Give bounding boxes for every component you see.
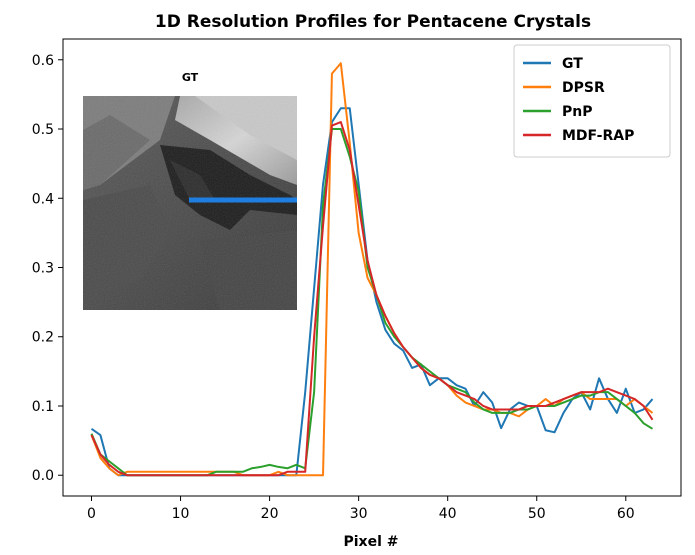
y-tick-label: 0.3 bbox=[32, 261, 54, 277]
x-axis-label: Pixel # bbox=[344, 534, 399, 550]
y-tick-label: 0.1 bbox=[32, 399, 54, 415]
x-tick-label: 30 bbox=[350, 506, 368, 522]
x-tick-label: 20 bbox=[261, 506, 279, 522]
legend-label: MDF-RAP bbox=[562, 128, 634, 144]
plot-frame bbox=[62, 38, 682, 497]
legend-label: DPSR bbox=[562, 80, 605, 96]
y-tick-label: 0.2 bbox=[32, 330, 54, 346]
y-tick-label: 0.5 bbox=[32, 122, 54, 138]
inset-micrograph bbox=[83, 96, 297, 310]
series-line-dpsr bbox=[90, 62, 654, 477]
x-tick-label: 0 bbox=[87, 506, 96, 522]
chart-title: 1D Resolution Profiles for Pentacene Cry… bbox=[155, 12, 591, 32]
axes-layer: 0 10 20 30 40 50 60 0.0 0.1 0.2 0.3 0.4 0.5 0.6 bbox=[32, 53, 635, 522]
legend-label: PnP bbox=[562, 104, 593, 120]
y-tick-label: 0.4 bbox=[32, 191, 54, 207]
inset-image: GT bbox=[83, 71, 297, 310]
series-line-mdf-rap bbox=[90, 121, 654, 477]
legend-box bbox=[513, 44, 671, 158]
series-layer bbox=[90, 62, 654, 477]
y-tick-label: 0.6 bbox=[32, 53, 54, 69]
x-tick-label: 10 bbox=[172, 506, 190, 522]
inset-title: GT bbox=[182, 71, 199, 84]
legend: GT DPSR PnP MDF-RAP bbox=[513, 44, 671, 158]
y-tick-label: 0.0 bbox=[32, 468, 54, 484]
x-tick-label: 40 bbox=[439, 506, 457, 522]
x-tick-label: 50 bbox=[528, 506, 546, 522]
legend-label: GT bbox=[562, 56, 583, 72]
x-tick-label: 60 bbox=[617, 506, 635, 522]
